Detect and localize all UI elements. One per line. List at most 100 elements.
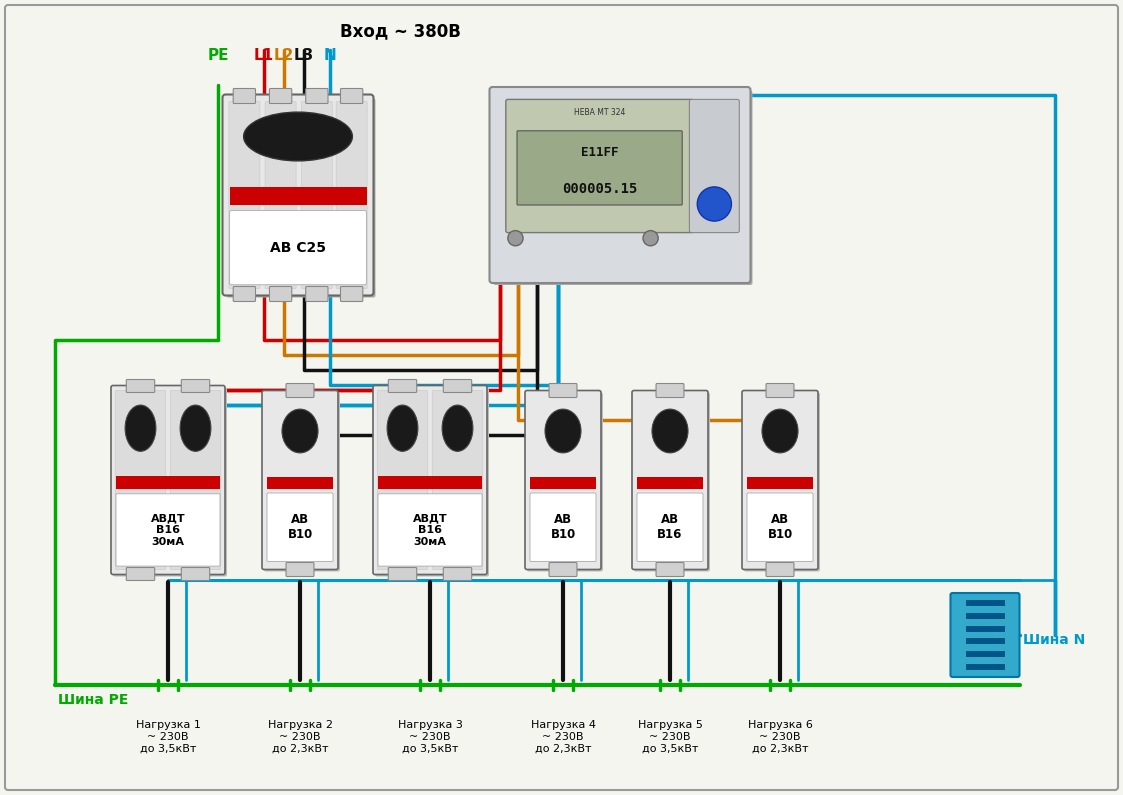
FancyBboxPatch shape: [126, 568, 155, 580]
Bar: [966, 651, 1004, 657]
FancyBboxPatch shape: [549, 563, 577, 576]
Text: Шина РЕ: Шина РЕ: [58, 693, 128, 707]
Text: Нагрузка 5
~ 230В
до 3,5кВт: Нагрузка 5 ~ 230В до 3,5кВт: [638, 720, 703, 753]
FancyBboxPatch shape: [690, 99, 739, 233]
Bar: [229, 187, 366, 205]
Ellipse shape: [180, 405, 211, 452]
Text: Нагрузка 2
~ 230В
до 2,3кВт: Нагрузка 2 ~ 230В до 2,3кВт: [267, 720, 332, 753]
FancyBboxPatch shape: [745, 393, 820, 572]
FancyBboxPatch shape: [229, 102, 259, 289]
Bar: [747, 476, 813, 489]
Text: АВ C25: АВ C25: [270, 241, 326, 254]
Text: АВ
В16: АВ В16: [657, 514, 683, 541]
Bar: [966, 613, 1004, 619]
FancyBboxPatch shape: [444, 568, 472, 580]
Text: НЕВА МТ 324: НЕВА МТ 324: [574, 108, 626, 118]
FancyBboxPatch shape: [389, 568, 417, 580]
Text: АВДТ
В16
30мА: АВДТ В16 30мА: [412, 514, 447, 546]
FancyBboxPatch shape: [126, 379, 155, 393]
FancyBboxPatch shape: [637, 493, 703, 561]
Ellipse shape: [545, 409, 581, 453]
FancyBboxPatch shape: [267, 493, 334, 561]
Text: N: N: [323, 48, 337, 63]
FancyBboxPatch shape: [549, 383, 577, 398]
FancyBboxPatch shape: [377, 390, 428, 569]
Text: Нагрузка 4
~ 230В
до 2,3кВт: Нагрузка 4 ~ 230В до 2,3кВт: [530, 720, 595, 753]
Bar: [267, 476, 334, 489]
Bar: [966, 600, 1004, 606]
Ellipse shape: [244, 112, 353, 161]
FancyBboxPatch shape: [270, 286, 292, 301]
Bar: [637, 476, 703, 489]
Ellipse shape: [387, 405, 418, 452]
Ellipse shape: [442, 405, 473, 452]
FancyBboxPatch shape: [530, 493, 596, 561]
Text: АВДТ
В16
30мА: АВДТ В16 30мА: [150, 514, 185, 546]
FancyBboxPatch shape: [656, 563, 684, 576]
Text: L2: L2: [274, 48, 294, 63]
Text: Шина N: Шина N: [1023, 633, 1085, 647]
Circle shape: [508, 231, 523, 246]
FancyBboxPatch shape: [375, 387, 489, 576]
Ellipse shape: [125, 405, 156, 452]
FancyBboxPatch shape: [742, 390, 818, 569]
FancyBboxPatch shape: [270, 88, 292, 103]
FancyBboxPatch shape: [305, 286, 328, 301]
Text: АВ
В10: АВ В10: [767, 514, 793, 541]
Text: Нагрузка 1
~ 230В
до 3,5кВт: Нагрузка 1 ~ 230В до 3,5кВт: [136, 720, 200, 753]
Text: Нагрузка 3
~ 230В
до 3,5кВт: Нагрузка 3 ~ 230В до 3,5кВт: [398, 720, 463, 753]
Text: АВ
В10: АВ В10: [287, 514, 312, 541]
FancyBboxPatch shape: [305, 88, 328, 103]
Bar: [116, 476, 220, 489]
Circle shape: [697, 187, 731, 221]
FancyBboxPatch shape: [656, 383, 684, 398]
FancyBboxPatch shape: [262, 390, 338, 569]
FancyBboxPatch shape: [517, 131, 682, 205]
FancyBboxPatch shape: [222, 95, 374, 296]
FancyBboxPatch shape: [747, 493, 813, 561]
Text: E11FF: E11FF: [581, 146, 619, 159]
FancyBboxPatch shape: [340, 88, 363, 103]
Text: 000005.15: 000005.15: [562, 182, 637, 196]
FancyBboxPatch shape: [634, 393, 710, 572]
Text: L1: L1: [254, 48, 274, 63]
FancyBboxPatch shape: [111, 386, 225, 575]
FancyBboxPatch shape: [524, 390, 601, 569]
FancyBboxPatch shape: [373, 386, 487, 575]
Text: АВ
В10: АВ В10: [550, 514, 576, 541]
Text: L3: L3: [294, 48, 314, 63]
FancyBboxPatch shape: [286, 383, 314, 398]
FancyBboxPatch shape: [389, 379, 417, 393]
FancyBboxPatch shape: [286, 563, 314, 576]
FancyBboxPatch shape: [181, 379, 210, 393]
FancyBboxPatch shape: [171, 390, 221, 569]
Bar: [530, 476, 596, 489]
FancyBboxPatch shape: [116, 390, 166, 569]
Bar: [378, 476, 482, 489]
FancyBboxPatch shape: [301, 102, 332, 289]
FancyBboxPatch shape: [234, 286, 256, 301]
FancyBboxPatch shape: [766, 383, 794, 398]
Ellipse shape: [763, 409, 798, 453]
Text: PE: PE: [208, 48, 229, 63]
FancyBboxPatch shape: [113, 387, 227, 576]
FancyBboxPatch shape: [227, 99, 375, 297]
FancyBboxPatch shape: [116, 494, 220, 566]
FancyBboxPatch shape: [336, 102, 367, 289]
Ellipse shape: [282, 409, 318, 453]
FancyBboxPatch shape: [378, 494, 482, 566]
Text: Нагрузка 6
~ 230В
до 2,3кВт: Нагрузка 6 ~ 230В до 2,3кВт: [748, 720, 812, 753]
Text: Вход ~ 380В: Вход ~ 380В: [339, 22, 460, 40]
Bar: [966, 626, 1004, 631]
FancyBboxPatch shape: [432, 390, 483, 569]
FancyBboxPatch shape: [505, 99, 693, 233]
FancyBboxPatch shape: [632, 390, 707, 569]
FancyBboxPatch shape: [493, 91, 752, 285]
FancyBboxPatch shape: [234, 88, 256, 103]
FancyBboxPatch shape: [950, 593, 1020, 677]
FancyBboxPatch shape: [766, 563, 794, 576]
FancyBboxPatch shape: [340, 286, 363, 301]
FancyBboxPatch shape: [229, 211, 366, 285]
FancyBboxPatch shape: [181, 568, 210, 580]
FancyBboxPatch shape: [4, 5, 1119, 790]
